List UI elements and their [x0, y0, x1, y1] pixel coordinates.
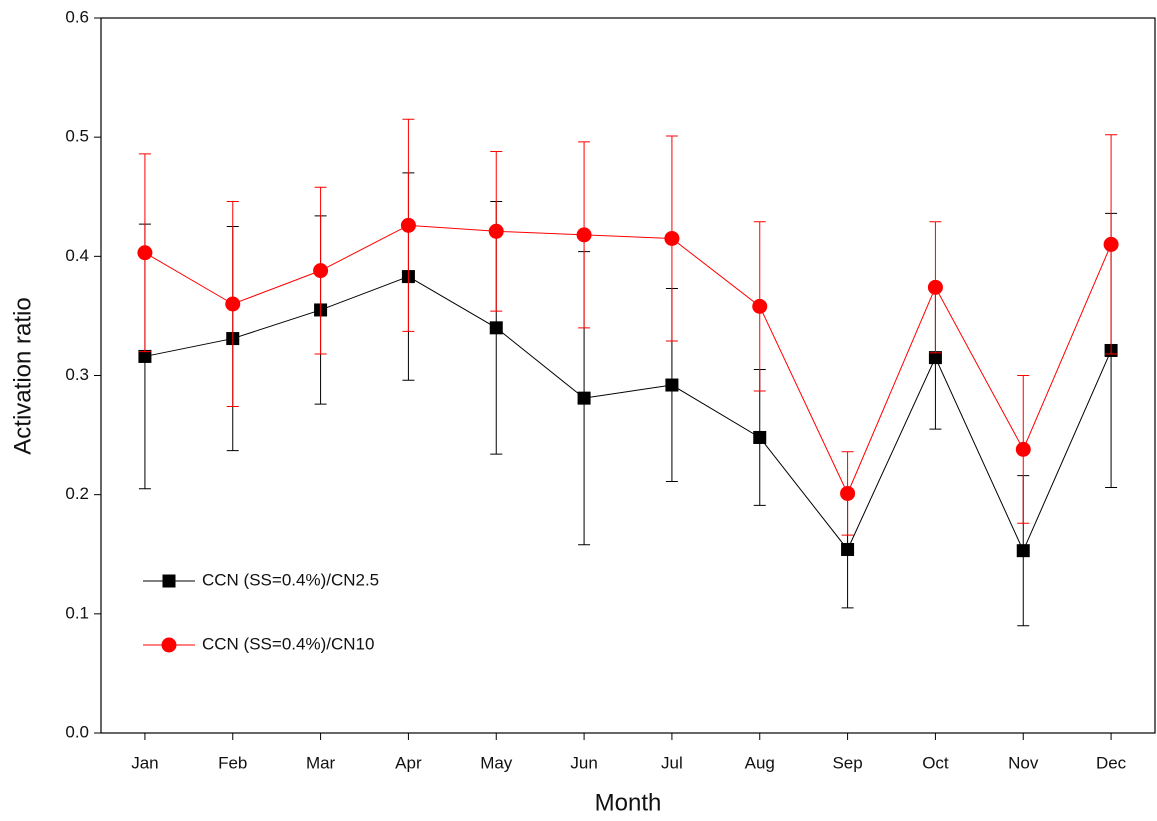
marker	[1016, 544, 1030, 558]
y-tick-label: 0.0	[65, 722, 89, 741]
x-tick-label: Dec	[1096, 753, 1127, 772]
marker	[840, 485, 856, 501]
marker	[665, 378, 679, 392]
legend-marker	[161, 637, 177, 653]
legend-label: CCN (SS=0.4%)/CN10	[202, 634, 374, 653]
marker	[927, 279, 943, 295]
y-tick-label: 0.6	[65, 7, 89, 26]
x-axis-title: Month	[595, 789, 662, 816]
x-tick-label: Jul	[661, 753, 683, 772]
marker	[313, 263, 329, 279]
legend-marker	[162, 574, 176, 588]
y-tick-label: 0.3	[65, 365, 89, 384]
marker	[138, 349, 152, 363]
y-tick-label: 0.2	[65, 484, 89, 503]
marker	[576, 227, 592, 243]
y-axis-title: Activation ratio	[9, 297, 36, 454]
marker	[400, 217, 416, 233]
series-line	[144, 224, 1112, 495]
x-tick-label: Feb	[218, 753, 247, 772]
x-tick-label: Jun	[570, 753, 597, 772]
y-tick-label: 0.5	[65, 127, 89, 146]
marker	[225, 296, 241, 312]
marker	[753, 430, 767, 444]
x-tick-label: Aug	[745, 753, 775, 772]
marker	[1015, 441, 1031, 457]
y-tick-label: 0.1	[65, 603, 89, 622]
marker	[752, 298, 768, 314]
x-tick-label: Sep	[832, 753, 862, 772]
series-line	[144, 276, 1112, 552]
x-tick-label: Oct	[922, 753, 949, 772]
marker	[488, 223, 504, 239]
x-tick-label: Nov	[1008, 753, 1039, 772]
legend-label: CCN (SS=0.4%)/CN2.5	[202, 570, 379, 589]
marker	[664, 230, 680, 246]
marker	[137, 245, 153, 261]
marker	[928, 351, 942, 365]
marker	[489, 321, 503, 335]
plot-frame	[100, 17, 1156, 734]
x-tick-label: Mar	[306, 753, 336, 772]
marker	[841, 542, 855, 556]
y-tick-label: 0.4	[65, 246, 89, 265]
x-tick-label: Jan	[131, 753, 158, 772]
x-tick-label: May	[480, 753, 513, 772]
marker	[577, 391, 591, 405]
x-tick-label: Apr	[395, 753, 422, 772]
marker	[1103, 236, 1119, 252]
